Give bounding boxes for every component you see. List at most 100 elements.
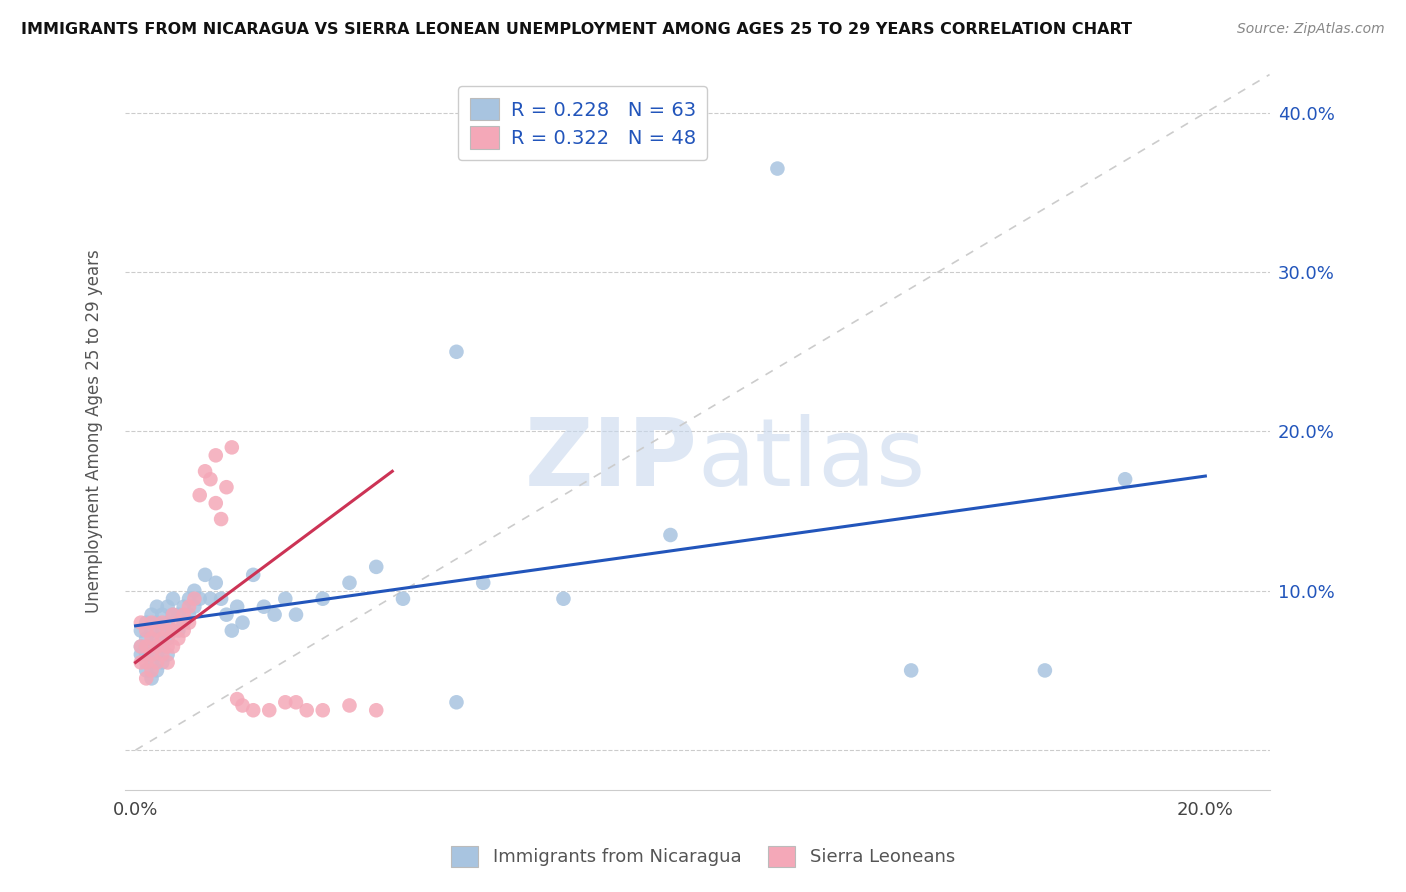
Point — [188, 591, 211, 606]
Point — [177, 599, 200, 614]
Point — [150, 632, 173, 646]
Point — [339, 698, 361, 713]
Point — [150, 656, 173, 670]
Point — [183, 583, 205, 598]
Point — [146, 648, 169, 662]
Point — [141, 607, 163, 622]
Point — [129, 640, 152, 654]
Point — [177, 615, 200, 630]
Point — [215, 607, 238, 622]
Point — [339, 575, 361, 590]
Point — [141, 664, 163, 678]
Point — [167, 632, 190, 646]
Point — [150, 640, 173, 654]
Point — [226, 599, 249, 614]
Point — [150, 624, 173, 638]
Point — [146, 615, 169, 630]
Point — [231, 698, 253, 713]
Point — [204, 575, 226, 590]
Point — [446, 344, 468, 359]
Point — [1033, 664, 1056, 678]
Y-axis label: Unemployment Among Ages 25 to 29 years: Unemployment Among Ages 25 to 29 years — [86, 250, 103, 614]
Point — [173, 607, 195, 622]
Point — [183, 591, 205, 606]
Point — [204, 496, 226, 510]
Point — [150, 648, 173, 662]
Point — [129, 656, 152, 670]
Point — [146, 624, 169, 638]
Point — [156, 656, 179, 670]
Point — [135, 640, 157, 654]
Point — [141, 656, 163, 670]
Point — [285, 695, 308, 709]
Point — [274, 695, 297, 709]
Point — [141, 615, 163, 630]
Point — [135, 656, 157, 670]
Point — [156, 599, 179, 614]
Point — [162, 624, 184, 638]
Point — [274, 591, 297, 606]
Point — [553, 591, 575, 606]
Point — [242, 703, 264, 717]
Point — [295, 703, 318, 717]
Point — [146, 632, 169, 646]
Point — [146, 599, 169, 614]
Point — [135, 624, 157, 638]
Point — [194, 464, 217, 478]
Legend: R = 0.228   N = 63, R = 0.322   N = 48: R = 0.228 N = 63, R = 0.322 N = 48 — [458, 87, 707, 161]
Point — [200, 591, 222, 606]
Point — [141, 640, 163, 654]
Text: ZIP: ZIP — [524, 414, 697, 506]
Point — [392, 591, 415, 606]
Point — [156, 632, 179, 646]
Text: atlas: atlas — [697, 414, 925, 506]
Point — [173, 615, 195, 630]
Point — [173, 624, 195, 638]
Point — [129, 615, 152, 630]
Point — [263, 607, 285, 622]
Point — [162, 624, 184, 638]
Legend: Immigrants from Nicaragua, Sierra Leoneans: Immigrants from Nicaragua, Sierra Leonea… — [441, 837, 965, 876]
Point — [135, 664, 157, 678]
Point — [135, 648, 157, 662]
Point — [156, 640, 179, 654]
Point — [156, 615, 179, 630]
Point — [366, 559, 388, 574]
Point — [183, 599, 205, 614]
Point — [221, 624, 243, 638]
Point — [173, 599, 195, 614]
Point — [259, 703, 281, 717]
Point — [209, 512, 232, 526]
Point — [162, 640, 184, 654]
Point — [231, 615, 253, 630]
Point — [129, 624, 152, 638]
Point — [141, 648, 163, 662]
Point — [472, 575, 495, 590]
Point — [1114, 472, 1136, 486]
Point — [188, 488, 211, 502]
Point — [446, 695, 468, 709]
Point — [162, 607, 184, 622]
Point — [162, 607, 184, 622]
Point — [242, 567, 264, 582]
Point — [146, 664, 169, 678]
Point — [177, 607, 200, 622]
Point — [167, 624, 190, 638]
Point — [146, 656, 169, 670]
Point — [135, 615, 157, 630]
Point — [150, 615, 173, 630]
Point — [253, 599, 276, 614]
Point — [766, 161, 789, 176]
Point — [312, 591, 335, 606]
Point — [209, 591, 232, 606]
Point — [162, 591, 184, 606]
Point — [167, 615, 190, 630]
Point — [221, 441, 243, 455]
Point — [659, 528, 682, 542]
Point — [204, 448, 226, 462]
Point — [167, 607, 190, 622]
Point — [285, 607, 308, 622]
Point — [141, 672, 163, 686]
Point — [129, 648, 152, 662]
Point — [141, 632, 163, 646]
